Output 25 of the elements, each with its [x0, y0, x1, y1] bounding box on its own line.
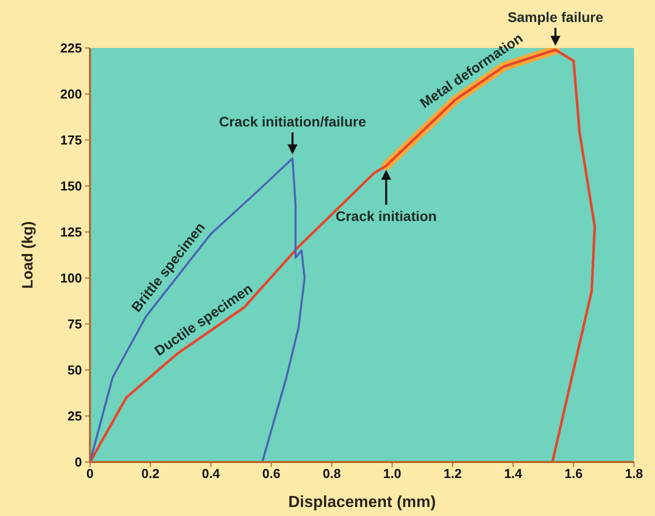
- y-tick-label: 225: [60, 40, 82, 56]
- x-axis-title: Displacement (mm): [288, 494, 436, 511]
- x-tick-label: 1.0: [383, 466, 402, 482]
- y-tick-label: 125: [60, 224, 82, 240]
- x-tick-label: 0.4: [202, 466, 221, 482]
- x-tick-label: 1.6: [564, 466, 583, 482]
- y-tick-label: 175: [60, 132, 82, 148]
- y-tick-label: 100: [60, 270, 82, 286]
- y-tick-label: 25: [68, 408, 82, 424]
- y-tick-label: 50: [68, 362, 82, 378]
- y-tick-label: 75: [68, 316, 82, 332]
- x-tick-label: 1.8: [624, 466, 644, 482]
- x-tick-label: 0.6: [262, 466, 280, 482]
- y-tick-label: 150: [60, 178, 82, 194]
- x-tick-label: 1.2: [444, 466, 462, 482]
- x-tick-label: 1.4: [504, 466, 523, 482]
- x-tick-label: 0: [86, 466, 94, 482]
- annotation: Crack initiation: [336, 208, 437, 224]
- y-tick-label: 0: [74, 454, 82, 470]
- x-tick-label: 0.2: [141, 466, 160, 482]
- y-axis-title: Load (kg): [19, 221, 36, 289]
- y-tick-label: 200: [60, 86, 82, 102]
- annotation: Crack initiation/failure: [218, 113, 366, 130]
- x-tick-label: 0.8: [322, 466, 341, 482]
- annotation: Sample failure: [508, 8, 604, 25]
